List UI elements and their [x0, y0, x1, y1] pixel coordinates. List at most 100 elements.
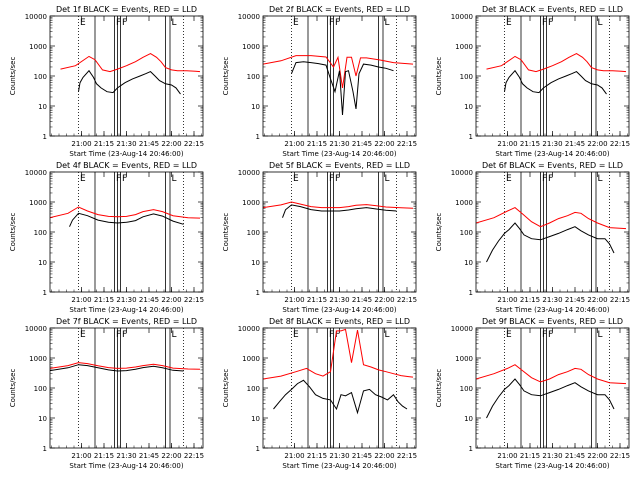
x-tick-label: 22:15	[184, 140, 204, 148]
event-marker-label: F	[542, 174, 547, 184]
y-tick-label: 100	[247, 385, 260, 393]
series-line-lld	[50, 206, 201, 219]
y-tick-label: 1000	[29, 199, 47, 207]
y-tick-label: 10000	[238, 169, 260, 177]
marker-lines	[291, 328, 397, 448]
series-line-events	[486, 378, 615, 419]
event-marker-label: L	[598, 174, 603, 184]
chart-panel-9: Det 9f BLACK = Events, RED = LLD Counts/s…	[435, 317, 630, 470]
event-marker-label: L	[598, 18, 603, 28]
y-axis-label: Counts/sec	[9, 213, 17, 252]
x-tick-label: 21:45	[565, 140, 585, 148]
y-tick-label: 1	[256, 133, 260, 141]
y-tick-label: 1000	[455, 43, 473, 51]
y-tick-label: 1000	[242, 355, 260, 363]
y-tick-label: 100	[460, 73, 473, 81]
y-axis-label: Counts/sec	[222, 57, 230, 96]
chart-title: Det 1f BLACK = Events, RED = LLD	[56, 5, 197, 14]
plot-frame	[262, 327, 417, 449]
chart-panel-1: Det 1f BLACK = Events, RED = LLD Counts/s…	[9, 5, 204, 158]
x-tick-label: 21:30	[329, 140, 349, 148]
event-marker-label: L	[172, 330, 177, 340]
x-tick-label: 22:15	[397, 140, 417, 148]
x-tick-label: 21:15	[520, 296, 540, 304]
x-tick-label: 21:30	[542, 296, 562, 304]
series-line-lld	[263, 55, 414, 88]
x-axis-label: Start Time (23-Aug-14 20:46:00)	[495, 150, 609, 158]
series-line-lld	[476, 207, 627, 230]
x-tick-label: 21:00	[497, 452, 517, 460]
event-marker-label: E	[506, 330, 512, 340]
chart-title: Det 8f BLACK = Events, RED = LLD	[269, 317, 410, 326]
event-marker-label: E	[293, 174, 299, 184]
series-line-events	[486, 222, 615, 263]
event-marker-label: F	[122, 174, 127, 184]
event-marker-label: F	[116, 18, 121, 28]
event-marker-label: L	[385, 330, 390, 340]
event-marker-label: F	[122, 330, 127, 340]
x-tick-label: 22:00	[374, 452, 394, 460]
chart-title: Det 3f BLACK = Events, RED = LLD	[482, 5, 623, 14]
series-line-events	[504, 69, 607, 95]
y-tick-label: 10	[251, 415, 260, 423]
x-tick-label: 22:00	[161, 140, 181, 148]
event-marker-label: F	[329, 330, 334, 340]
event-marker-label: F	[329, 18, 334, 28]
x-tick-label: 22:15	[184, 296, 204, 304]
marker-lines	[504, 172, 610, 292]
event-marker-label: E	[293, 18, 299, 28]
x-axis-label: Start Time (23-Aug-14 20:46:00)	[282, 306, 396, 314]
event-marker-label: F	[335, 18, 340, 28]
chart-title: Det 9f BLACK = Events, RED = LLD	[482, 317, 623, 326]
x-axis-label: Start Time (23-Aug-14 20:46:00)	[495, 306, 609, 314]
chart-title: Det 4f BLACK = Events, RED = LLD	[56, 161, 197, 170]
plot-frame	[475, 15, 630, 137]
x-tick-label: 22:00	[161, 452, 181, 460]
x-tick-label: 21:00	[497, 140, 517, 148]
event-marker-label: L	[172, 174, 177, 184]
y-tick-label: 100	[34, 73, 47, 81]
y-axis-label: Counts/sec	[9, 57, 17, 96]
x-tick-label: 21:45	[352, 296, 372, 304]
x-tick-label: 21:00	[284, 140, 304, 148]
series-line-events	[282, 204, 397, 218]
y-tick-label: 1000	[455, 355, 473, 363]
chart-panel-3: Det 3f BLACK = Events, RED = LLD Counts/s…	[435, 5, 630, 158]
event-marker-label: E	[506, 174, 512, 184]
event-marker-label: L	[172, 18, 177, 28]
x-tick-label: 21:15	[307, 296, 327, 304]
y-tick-label: 10000	[25, 13, 47, 21]
series-group	[263, 55, 414, 116]
plot-frame	[475, 327, 630, 449]
x-tick-label: 22:00	[374, 296, 394, 304]
y-tick-label: 10	[38, 103, 47, 111]
y-tick-label: 1	[43, 133, 47, 141]
y-tick-label: 10000	[451, 169, 473, 177]
x-tick-label: 21:30	[116, 296, 136, 304]
x-tick-label: 21:30	[116, 452, 136, 460]
x-tick-label: 21:30	[116, 140, 136, 148]
x-tick-label: 22:15	[397, 452, 417, 460]
chart-panel-4: Det 4f BLACK = Events, RED = LLD Counts/s…	[9, 161, 204, 314]
event-marker-label: F	[122, 18, 127, 28]
plot-frame	[49, 171, 204, 293]
x-axis-label: Start Time (23-Aug-14 20:46:00)	[69, 306, 183, 314]
series-line-events	[291, 61, 394, 116]
marker-lines	[504, 16, 610, 136]
x-tick-label: 22:00	[587, 452, 607, 460]
x-axis-label: Start Time (23-Aug-14 20:46:00)	[69, 462, 183, 470]
x-tick-label: 21:15	[94, 452, 114, 460]
x-tick-label: 21:00	[284, 452, 304, 460]
event-marker-label: E	[80, 18, 86, 28]
y-tick-label: 1	[43, 289, 47, 297]
x-tick-label: 22:00	[587, 296, 607, 304]
event-marker-label: F	[116, 330, 121, 340]
series-group	[50, 206, 201, 227]
x-tick-label: 21:00	[71, 296, 91, 304]
event-marker-label: L	[598, 330, 603, 340]
x-tick-label: 22:00	[587, 140, 607, 148]
y-tick-label: 10	[251, 259, 260, 267]
marker-lines	[291, 172, 397, 292]
y-axis-label: Counts/sec	[222, 213, 230, 252]
